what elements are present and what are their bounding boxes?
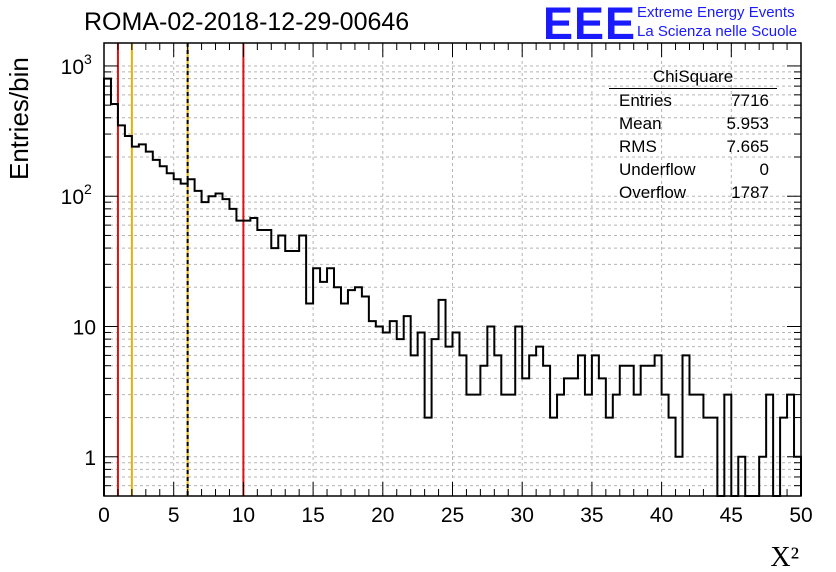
stats-label: Entries: [619, 91, 672, 110]
stats-row: Entries 7716: [609, 89, 777, 112]
x-tick-label: 30: [511, 504, 534, 527]
stats-row: Mean 5.953: [609, 112, 777, 135]
x-axis-label: X²: [770, 542, 799, 572]
stats-row: RMS 7.665: [609, 135, 777, 158]
x-tick-label: 15: [301, 504, 324, 527]
stats-value: 5.953: [726, 114, 769, 133]
axes: [103, 42, 802, 497]
x-tick-label: 40: [650, 504, 673, 527]
stats-value: 7.665: [726, 137, 769, 156]
stats-value: 0: [759, 160, 769, 179]
reference-lines: [116, 43, 245, 496]
stats-value: 1787: [731, 183, 769, 202]
stats-row: Underflow 0: [609, 158, 777, 181]
stats-title: ChiSquare: [609, 66, 777, 89]
x-tick-label: 5: [168, 504, 180, 527]
x-tick-label: 20: [371, 504, 394, 527]
logo-line-1: Extreme Energy Events: [637, 4, 795, 21]
y-axis-label: Entries/bin: [4, 57, 34, 180]
stats-label: RMS: [619, 137, 657, 156]
stats-label: Mean: [619, 114, 662, 133]
logo-line-2: La Scienza nelle Scuole: [637, 23, 798, 40]
y-tick-label: 10: [73, 317, 96, 340]
x-tick-label: 50: [789, 504, 812, 527]
x-tick-label: 45: [720, 504, 743, 527]
histogram-series: [103, 77, 802, 497]
y-tick-label: 1: [84, 447, 96, 470]
x-tick-label: 35: [580, 504, 603, 527]
x-tick-label: 0: [98, 504, 110, 527]
y-tick-exponent: 2: [84, 181, 92, 197]
y-tick-label: 10: [61, 186, 84, 209]
y-tick-label: 10: [61, 56, 84, 79]
stats-box: ChiSquare Entries 7716 Mean 5.953 RMS 7.665…: [609, 66, 777, 204]
stats-label: Underflow: [619, 160, 696, 179]
x-tick-label: 25: [441, 504, 464, 527]
histogram-outline: [103, 77, 802, 497]
grid-layer: [104, 43, 801, 497]
stats-label: Overflow: [619, 183, 687, 202]
y-tick-exponent: 3: [84, 51, 92, 67]
x-tick-label: 10: [232, 504, 255, 527]
stats-row: Overflow 1787: [609, 181, 777, 204]
stats-value: 7716: [731, 91, 769, 110]
logo-mark: EEE: [543, 0, 637, 49]
chart-title: ROMA-02-2018-12-29-00646: [84, 8, 410, 36]
